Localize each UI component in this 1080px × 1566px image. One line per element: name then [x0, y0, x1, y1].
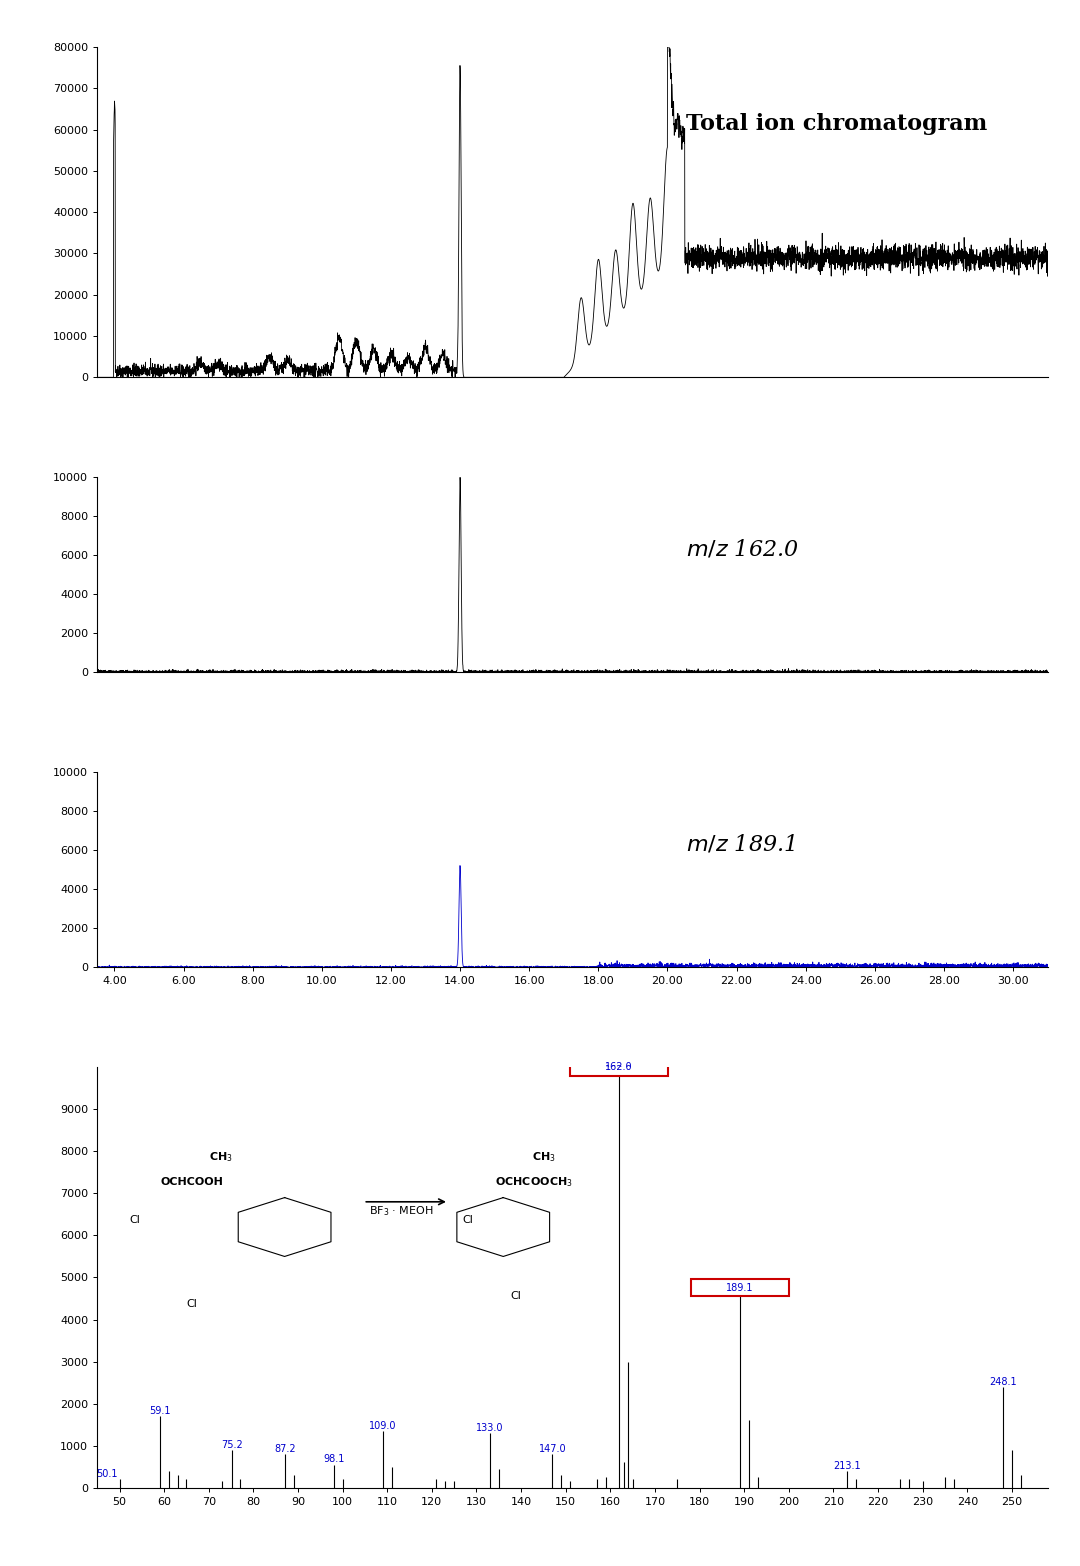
Text: 75.2: 75.2 [221, 1439, 243, 1450]
Text: 213.1: 213.1 [834, 1461, 861, 1470]
Text: 147.0: 147.0 [539, 1444, 566, 1453]
FancyBboxPatch shape [691, 1279, 789, 1297]
Text: 98.1: 98.1 [323, 1455, 345, 1464]
Text: CH$_3$: CH$_3$ [532, 1149, 556, 1164]
Text: OCHCOOH: OCHCOOH [161, 1178, 224, 1187]
Text: 50.1: 50.1 [96, 1469, 118, 1478]
Text: 59.1: 59.1 [149, 1406, 171, 1416]
Text: 162.0: 162.0 [606, 1065, 633, 1076]
Text: BF$_3$ · MEOH: BF$_3$ · MEOH [369, 1204, 434, 1218]
Text: Total ion chromatogram: Total ion chromatogram [687, 113, 988, 135]
Text: Cl: Cl [510, 1290, 521, 1300]
Text: 162.0: 162.0 [606, 1062, 633, 1073]
Text: Cl: Cl [130, 1215, 140, 1225]
Text: 189.1: 189.1 [727, 1286, 754, 1297]
FancyBboxPatch shape [570, 1059, 669, 1076]
Text: 133.0: 133.0 [476, 1423, 503, 1433]
Text: OCHCOOCH$_3$: OCHCOOCH$_3$ [496, 1174, 573, 1189]
Text: Cl: Cl [462, 1215, 473, 1225]
Text: CH$_3$: CH$_3$ [208, 1149, 232, 1164]
Text: 87.2: 87.2 [274, 1444, 296, 1453]
Text: Cl: Cl [187, 1298, 198, 1309]
Text: 189.1: 189.1 [727, 1283, 754, 1294]
Text: $m/z$ 189.1: $m/z$ 189.1 [687, 833, 796, 855]
Text: 248.1: 248.1 [989, 1377, 1017, 1386]
Text: $m/z$ 162.0: $m/z$ 162.0 [687, 539, 799, 561]
Text: 109.0: 109.0 [369, 1420, 396, 1431]
